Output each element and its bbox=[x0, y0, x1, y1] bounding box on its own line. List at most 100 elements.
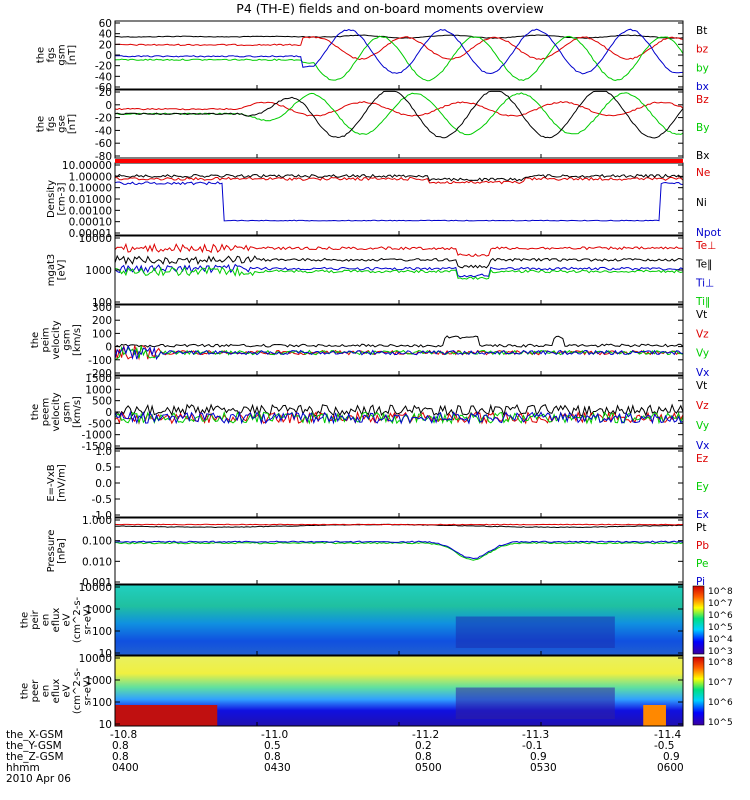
peer_eflux-ytick-2: 100 bbox=[92, 697, 112, 709]
peer_eflux-ylabel-line-0: the bbox=[20, 683, 31, 699]
efield-ytick-4: -1.0 bbox=[92, 510, 113, 522]
peer_eflux-ytick-0: 10000 bbox=[79, 653, 112, 665]
date-label: 2010 Apr 06 bbox=[6, 773, 71, 785]
peem_velocity-ylabel-line-2: velocity bbox=[51, 392, 62, 431]
panel-fgs_gse: 200-20-40-60-80 the fgs gse [nT] Bz By Bx bbox=[35, 87, 709, 163]
pressure-ylabel: Pressure [nPa] bbox=[46, 530, 68, 573]
fgs_gse-ylabel-line-3: [nT] bbox=[67, 114, 78, 134]
pressure-series-3 bbox=[114, 540, 684, 560]
fgs_gsm-ytick-6: -60 bbox=[95, 82, 112, 94]
xtick-3-3: 0530 bbox=[530, 762, 557, 774]
peer_eflux-ylabel-line-1: peer bbox=[30, 679, 41, 703]
peer_eflux-ylabel-line-4: eV bbox=[62, 684, 73, 697]
peem_velocity-ytick-1: 1000 bbox=[85, 384, 112, 396]
density-ytick-3: 0.01000 bbox=[69, 194, 112, 206]
pressure-ytick-0: 1.000 bbox=[82, 515, 112, 527]
peim_velocity-legend-0: Vt bbox=[696, 309, 707, 321]
density-ylabel: Density [cm-3] bbox=[46, 180, 68, 218]
temperature-legend-0: Te⊥ bbox=[695, 240, 716, 252]
peer_eflux-ytick-1: 1000 bbox=[85, 675, 112, 687]
xtick-2-0: 0.8 bbox=[112, 751, 129, 763]
peim_velocity-series-1 bbox=[114, 345, 684, 361]
fgs_gsm-ytick-1: 40 bbox=[99, 29, 112, 41]
fgs_gse-ylabel: the fgs gse [nT] bbox=[35, 114, 78, 134]
temperature-legend-2: Ti⊥ bbox=[695, 277, 714, 289]
xrow-label-3: hhmm bbox=[6, 762, 40, 774]
peem_velocity-ytick-5: -1000 bbox=[81, 430, 112, 442]
panel-peir_eflux: 10^8 10^7 10^6 10^5 10^4 10^3 10000 1000 100 10 th… bbox=[20, 582, 733, 660]
fgs_gsm-series-1 bbox=[114, 36, 684, 61]
efield-ylabel: E=-VxB [mV/m] bbox=[46, 464, 68, 502]
peir_eflux-ylabel: the peir en eflux eV (cm^2-s-sr-eV) bbox=[20, 596, 94, 643]
peim_velocity-series-3 bbox=[114, 344, 684, 361]
peem_velocity-ytick-0: 1500 bbox=[85, 373, 112, 385]
xrow-label-0: the_X-GSM bbox=[6, 729, 63, 741]
peim_velocity-ylabel-line-0: the bbox=[30, 332, 41, 348]
peim_velocity-series-0 bbox=[114, 335, 684, 348]
peim_velocity-ytick-2: 100 bbox=[92, 328, 112, 340]
peir_eflux-heatmap-core bbox=[455, 616, 615, 648]
pressure-ytick-1: 0.100 bbox=[82, 536, 112, 548]
panel-peer_eflux: 10^8 10^7 10^6 10^5 10000 1000 100 10 the peer en e… bbox=[20, 653, 733, 731]
fgs_gse-legend-1: By bbox=[696, 122, 709, 134]
peer_eflux-colorbar-tick-0: 10^8 bbox=[708, 658, 733, 668]
fgs_gse-ylabel-line-0: the bbox=[35, 116, 46, 132]
peir_eflux-ylabel-line-3: eflux bbox=[51, 608, 62, 633]
peir_eflux-colorbar-tick-3: 10^5 bbox=[708, 623, 733, 633]
fgs_gsm-ytick-2: 20 bbox=[99, 39, 112, 51]
pressure-series-2 bbox=[114, 541, 684, 561]
efield-ytick-0: 1.0 bbox=[95, 446, 112, 458]
peer_eflux-ylabel-line-2: en bbox=[41, 685, 52, 698]
density-frame bbox=[114, 162, 684, 236]
peem_velocity-ytick-3: 0 bbox=[105, 407, 112, 419]
density-series-1 bbox=[114, 173, 684, 182]
fgs_gse-ytick-5: -80 bbox=[95, 151, 112, 163]
peem_velocity-ylabel: the peem velocity gsm [km/s] bbox=[30, 392, 83, 431]
xtick-2-1: 0.8 bbox=[264, 751, 281, 763]
efield-ytick-1: 0.5 bbox=[95, 462, 112, 474]
xtick-0-3: -11.3 bbox=[522, 729, 549, 741]
xtick-1-3: -0.1 bbox=[522, 740, 543, 752]
peim_velocity-ytick-4: -100 bbox=[88, 355, 112, 367]
xtick-0-1: -11.0 bbox=[261, 729, 288, 741]
fgs_gsm-ytick-5: -40 bbox=[95, 71, 112, 83]
fgs_gse-legend-0: Bz bbox=[696, 94, 709, 106]
panel-temperature: 10000 1000 100 mgat3 [eV] Te⊥ Te‖ Ti⊥ Ti‖ bbox=[46, 233, 717, 309]
panel-efield: 1.0 0.5 0.0 -0.5 -1.0 E=-VxB [mV/m] Ez Ey Ex bbox=[46, 446, 709, 522]
xtick-2-4: 0.9 bbox=[663, 751, 680, 763]
xtick-3-1: 0430 bbox=[264, 762, 291, 774]
temperature-ytick-2: 100 bbox=[92, 297, 112, 309]
pressure-ylabel-line-1: [nPa] bbox=[56, 538, 67, 564]
efield-frame bbox=[114, 448, 684, 518]
xtick-0-4: -11.4 bbox=[654, 729, 681, 741]
fgs_gsm-legend-1: bz bbox=[696, 44, 709, 56]
peer_eflux-ylabel-line-6: sr-eV) bbox=[83, 676, 94, 705]
fgs_gsm-legend-2: by bbox=[696, 62, 709, 74]
peim_velocity-ytick-1: 200 bbox=[92, 315, 112, 327]
fgs_gsm-series-2 bbox=[114, 35, 684, 82]
peem_velocity-legend-2: Vy bbox=[696, 420, 709, 432]
fgs_gse-ytick-4: -60 bbox=[95, 138, 112, 150]
peir_eflux-colorbar-tick-1: 10^7 bbox=[708, 599, 733, 609]
fgs_gsm-ytick-4: -20 bbox=[95, 61, 112, 73]
peim_velocity-legend-2: Vy bbox=[696, 348, 709, 360]
density-ylabel-line-0: Density bbox=[46, 180, 57, 218]
peim_velocity-ylabel-line-1: peim bbox=[41, 327, 52, 352]
density-ytick-6: 0.00001 bbox=[69, 228, 112, 240]
panel-density: 10.000001.000000.100000.010000.001000.00… bbox=[46, 160, 721, 240]
efield-legend-1: Ey bbox=[696, 481, 709, 493]
peer_eflux-ylabel: the peer en eflux eV (cm^2-s-sr-eV) bbox=[20, 667, 94, 714]
fgs_gse-frame bbox=[114, 89, 684, 159]
pressure-legend-0: Pt bbox=[696, 522, 706, 534]
density-series-2 bbox=[114, 181, 684, 222]
temperature-ylabel-line-0: mgat3 bbox=[46, 254, 57, 287]
panel-pressure: 1.000 0.100 0.010 0.001 Pressure [nPa] Pt Pb Pe P… bbox=[46, 515, 710, 589]
peir_eflux-ylabel-line-4: eV bbox=[62, 613, 73, 626]
fgs_gse-ytick-3: -40 bbox=[95, 125, 112, 137]
fgs_gse-ylabel-line-1: fgs bbox=[46, 116, 57, 131]
peir_eflux-ylabel-line-0: the bbox=[20, 612, 31, 628]
red-flag-bar bbox=[115, 159, 683, 163]
fgs_gsm-legend-3: bx bbox=[696, 81, 709, 93]
